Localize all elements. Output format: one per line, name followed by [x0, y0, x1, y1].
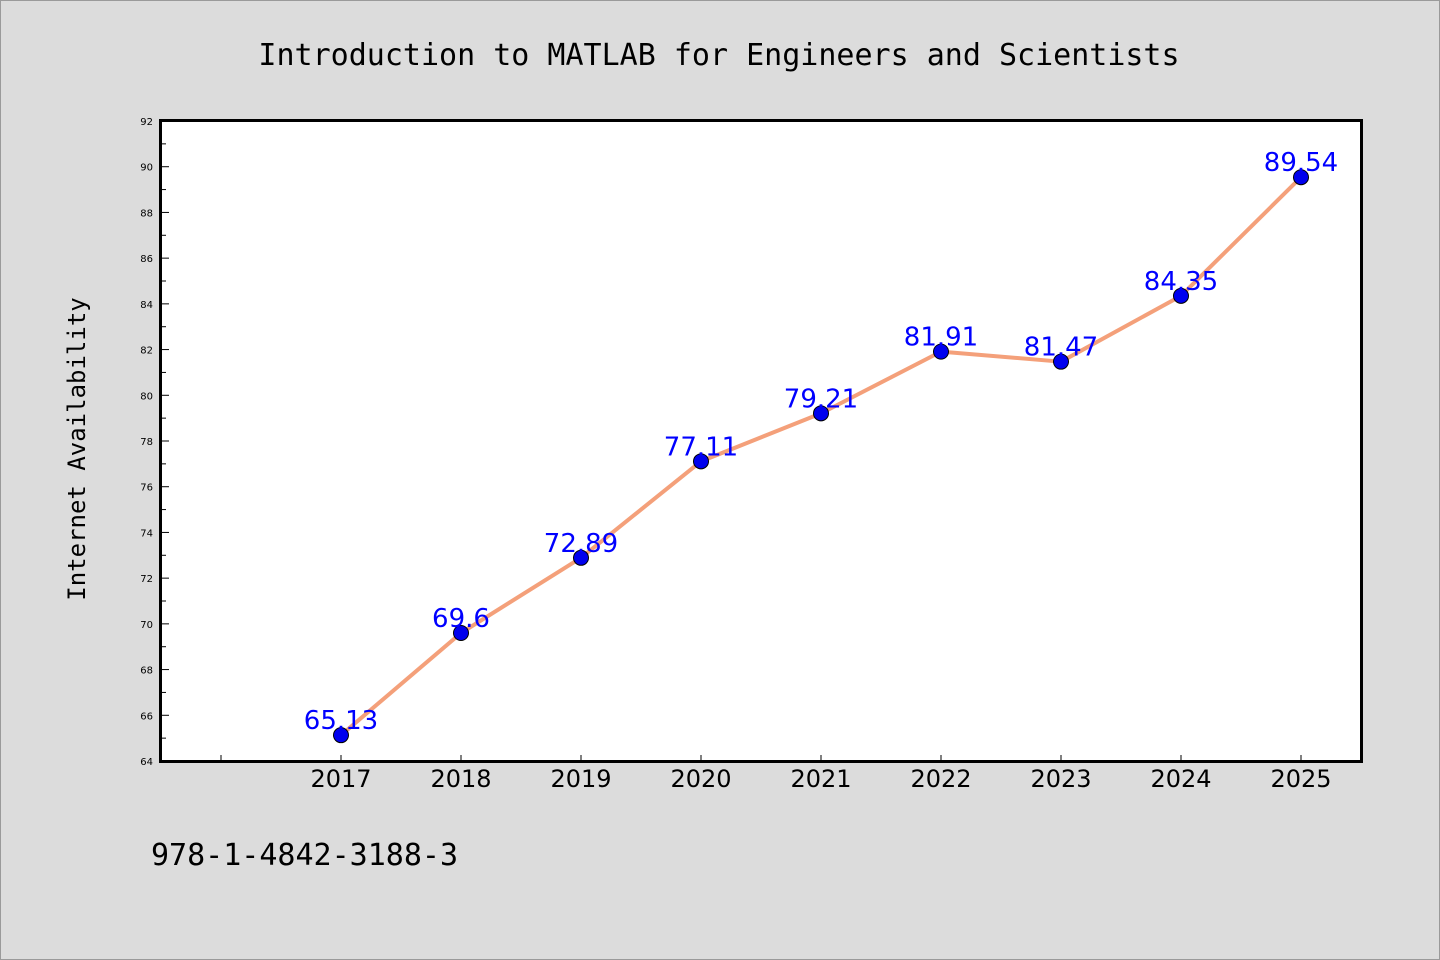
data-label: 81.47 [1024, 333, 1098, 363]
plot-area [159, 119, 1363, 763]
x-tick-label: 2018 [430, 765, 491, 793]
y-tick-label: 84 [140, 300, 153, 311]
y-tick-label: 64 [140, 757, 153, 768]
data-labels: 65.13 69.6 72.89 77.11 79.21 81.91 81.47 84.35 8… [304, 148, 1338, 736]
y-tick-label: 86 [140, 254, 153, 265]
data-point [813, 405, 829, 422]
x-tick-label: 2019 [550, 765, 611, 793]
data-point [453, 625, 469, 641]
y-tick-label: 70 [140, 620, 153, 631]
series-internet-availability [333, 169, 1309, 744]
data-label: 79.21 [784, 384, 858, 414]
data-point [1173, 287, 1189, 304]
y-tick-label: 66 [140, 711, 153, 722]
y-tick-label: 72 [140, 574, 153, 585]
data-label: 77.11 [664, 432, 738, 462]
data-label: 69.6 [432, 604, 490, 634]
y-tick-label: 76 [140, 483, 153, 494]
y-tick-label: 90 [140, 163, 153, 174]
x-axis: 2017 2018 2019 2020 2021 2022 2023 2024 2025 [220, 755, 1332, 793]
x-tick-label: 2023 [1030, 765, 1091, 793]
y-tick-label: 82 [140, 346, 153, 357]
y-tick-label: 68 [140, 666, 153, 677]
x-tick-label: 2020 [670, 765, 731, 793]
data-label: 89.54 [1264, 148, 1338, 178]
chart-title: Introduction to MATLAB for Engineers and… [258, 38, 1179, 73]
data-point [1293, 169, 1309, 186]
x-tick-label: 2024 [1150, 765, 1211, 793]
x-tick-label: 2022 [910, 765, 971, 793]
x-tick-label: 2021 [790, 765, 851, 793]
y-tick-label: 78 [140, 437, 153, 448]
data-label: 65.13 [304, 706, 378, 736]
data-point [933, 343, 949, 360]
data-point [1053, 353, 1069, 370]
y-tick-label: 80 [140, 391, 153, 402]
x-tick-label: 2017 [310, 765, 371, 793]
data-point [333, 727, 349, 744]
y-tick-label: 88 [140, 208, 153, 219]
data-point [693, 453, 709, 470]
data-label: 81.91 [904, 323, 978, 353]
y-axis-label: Internet Availability [63, 297, 91, 600]
data-label: 72.89 [544, 529, 618, 559]
isbn-footer: 978-1-4842-3188-3 [151, 838, 458, 873]
x-tick-label: 2025 [1270, 765, 1331, 793]
data-point [573, 549, 589, 566]
y-tick-label: 92 [140, 117, 153, 128]
data-label: 84.35 [1144, 267, 1218, 297]
y-tick-label: 74 [140, 528, 153, 539]
y-axis: 64 66 68 70 72 74 76 78 80 82 84 86 88 90 92 [140, 117, 169, 768]
